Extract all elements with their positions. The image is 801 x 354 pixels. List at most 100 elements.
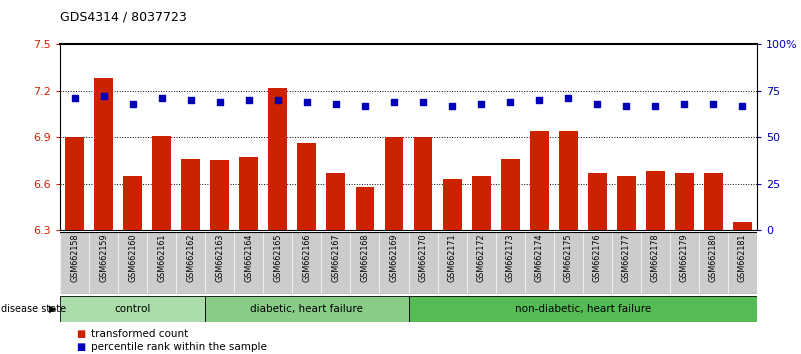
Text: GSM662177: GSM662177 (622, 234, 630, 282)
Point (445, 103, 458, 108)
Point (127, 101, 139, 107)
Point (213, 99, 226, 105)
Text: GSM662174: GSM662174 (535, 234, 544, 282)
Text: GSM662172: GSM662172 (477, 234, 485, 282)
Text: GSM662169: GSM662169 (389, 234, 398, 282)
Bar (297, 143, 316, 230)
Bar (292, 232, 321, 294)
Bar (704, 173, 723, 230)
Bar (176, 232, 205, 294)
Bar (264, 232, 292, 294)
Point (736, 103, 749, 108)
Bar (559, 131, 578, 230)
Bar (525, 232, 553, 294)
Text: disease state: disease state (1, 304, 66, 314)
Text: GSM662176: GSM662176 (593, 234, 602, 282)
Bar (380, 232, 409, 294)
Bar (496, 232, 525, 294)
Bar (327, 173, 345, 230)
Bar (118, 232, 147, 294)
Bar (205, 232, 234, 294)
Bar (698, 232, 728, 294)
Bar (443, 179, 461, 230)
Text: GSM662175: GSM662175 (564, 234, 573, 282)
Point (272, 97, 284, 103)
Text: GSM662171: GSM662171 (448, 234, 457, 282)
Point (359, 103, 372, 108)
Point (388, 99, 400, 105)
Text: diabetic, heart failure: diabetic, heart failure (251, 304, 364, 314)
Text: percentile rank within the sample: percentile rank within the sample (91, 342, 267, 352)
Text: non-diabetic, heart failure: non-diabetic, heart failure (514, 304, 651, 314)
Bar (588, 173, 606, 230)
Point (300, 99, 313, 105)
Text: ■: ■ (76, 329, 86, 339)
Bar (612, 232, 641, 294)
Point (155, 95, 168, 101)
Bar (123, 176, 142, 230)
Text: GSM662158: GSM662158 (70, 234, 79, 282)
Point (533, 97, 545, 103)
Text: GSM662173: GSM662173 (505, 234, 514, 282)
Text: GSM662165: GSM662165 (273, 234, 282, 282)
Bar (553, 232, 582, 294)
Text: control: control (115, 304, 151, 314)
Point (68, 95, 81, 101)
Bar (728, 232, 757, 294)
Bar (60, 232, 89, 294)
Bar (350, 232, 380, 294)
Bar (409, 296, 757, 322)
Point (504, 99, 517, 105)
Bar (646, 171, 665, 230)
Bar (147, 232, 176, 294)
Text: GSM662166: GSM662166 (303, 234, 312, 282)
Point (678, 101, 690, 107)
Bar (641, 232, 670, 294)
Text: GSM662180: GSM662180 (709, 234, 718, 282)
Text: GSM662161: GSM662161 (157, 234, 166, 282)
Text: GSM662163: GSM662163 (215, 234, 224, 282)
Text: GSM662162: GSM662162 (187, 234, 195, 282)
Bar (582, 232, 612, 294)
Bar (466, 232, 496, 294)
Text: ■: ■ (76, 342, 86, 352)
Bar (384, 137, 404, 230)
Point (475, 101, 488, 107)
Bar (321, 232, 350, 294)
Bar (89, 232, 118, 294)
Text: GSM662167: GSM662167 (332, 234, 340, 282)
Text: GSM662170: GSM662170 (419, 234, 428, 282)
Point (329, 101, 342, 107)
Bar (234, 232, 264, 294)
Point (417, 99, 429, 105)
Text: GDS4314 / 8037723: GDS4314 / 8037723 (60, 11, 187, 24)
Point (184, 97, 197, 103)
Bar (65, 137, 84, 230)
Text: GSM662159: GSM662159 (99, 234, 108, 282)
Point (562, 95, 574, 101)
Bar (409, 232, 437, 294)
Bar (205, 296, 409, 322)
Text: GSM662164: GSM662164 (244, 234, 253, 282)
Bar (529, 131, 549, 230)
Point (620, 103, 633, 108)
Point (591, 101, 604, 107)
Bar (181, 159, 200, 230)
Bar (356, 187, 374, 230)
Bar (413, 137, 433, 230)
Point (707, 101, 720, 107)
Text: GSM662178: GSM662178 (651, 234, 660, 282)
Bar (60, 296, 205, 322)
Bar (472, 176, 490, 230)
Text: GSM662160: GSM662160 (128, 234, 137, 282)
Bar (211, 160, 229, 230)
Bar (501, 159, 520, 230)
Bar (675, 173, 694, 230)
Bar (152, 136, 171, 230)
Bar (239, 157, 258, 230)
Text: GSM662181: GSM662181 (738, 234, 747, 282)
Text: transformed count: transformed count (91, 329, 187, 339)
Text: ▶: ▶ (49, 304, 56, 314)
Bar (268, 88, 288, 230)
Bar (437, 232, 466, 294)
